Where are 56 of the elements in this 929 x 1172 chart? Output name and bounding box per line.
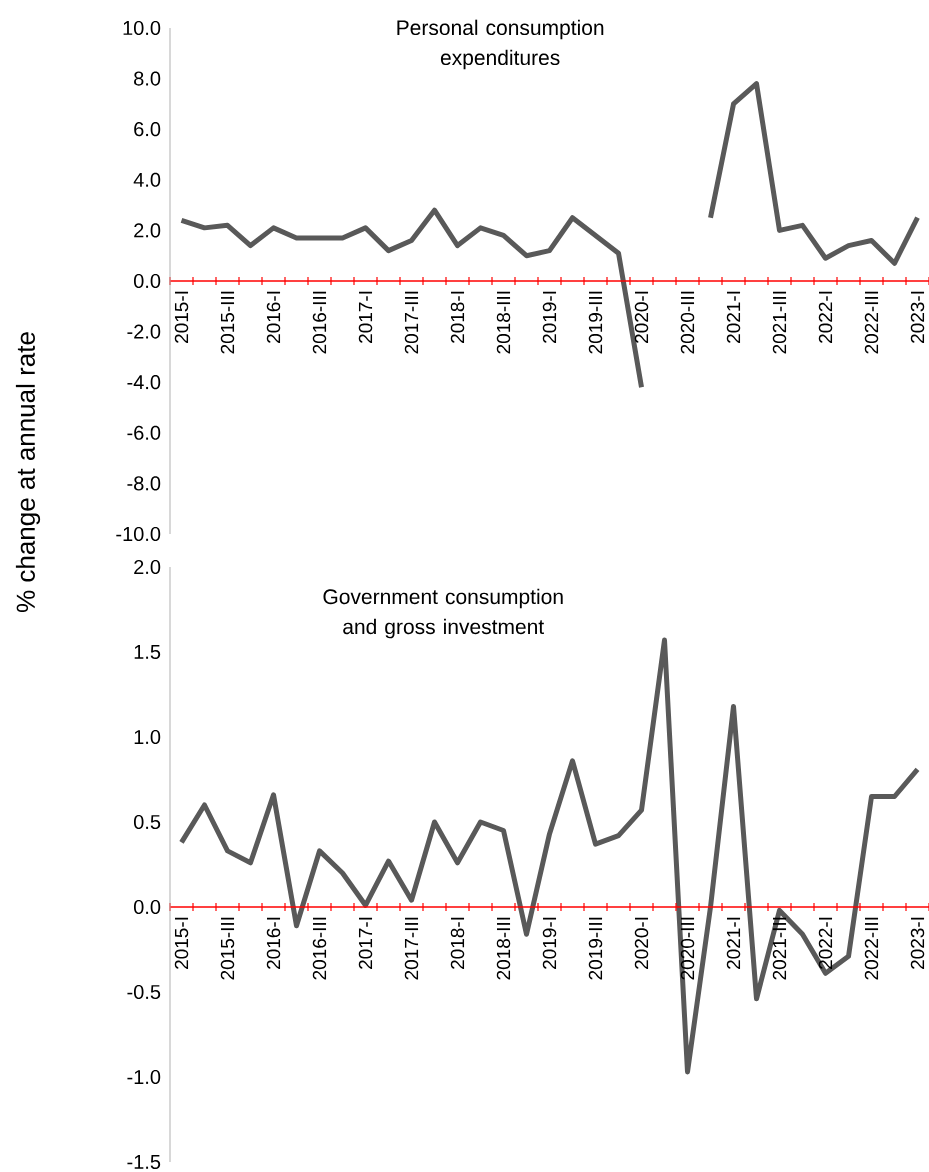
- y-tick-label: 1.0: [134, 729, 161, 745]
- y-tick-label: -2.0: [127, 324, 161, 339]
- x-tick-label: 2022-I: [818, 291, 833, 343]
- text: Government consumption and gross investment: [323, 588, 563, 639]
- x-tick-label: 2015-I: [174, 291, 189, 343]
- x-tick-label: 2021-III: [772, 291, 787, 354]
- x-tick-label: 2016-I: [266, 291, 281, 343]
- x-tick-label: 2019-I: [542, 917, 557, 969]
- x-tick-label: 2015-I: [174, 917, 189, 969]
- x-tick-label: 2018-I: [450, 291, 465, 343]
- y-tick-label: 8.0: [134, 71, 161, 86]
- x-tick-label: 2016-III: [312, 291, 327, 354]
- x-tick-label: 2021-I: [726, 291, 741, 343]
- x-tick-label: 2017-III: [404, 917, 419, 980]
- x-tick-label: 2022-I: [818, 917, 833, 969]
- y-axis-title: % change at annual rate: [15, 332, 41, 612]
- y-tick-label: -6.0: [127, 425, 161, 440]
- x-tick-label: 2020-I: [634, 291, 649, 343]
- chart-title: Personal consumption expenditures: [397, 19, 604, 70]
- x-tick-label: 2015-III: [220, 917, 235, 980]
- y-tick-label: 1.5: [134, 645, 161, 659]
- x-tick-label: 2018-III: [496, 917, 511, 980]
- x-tick-label: 2019-III: [588, 917, 603, 980]
- x-tick-label: 2021-I: [726, 917, 741, 969]
- y-tick-label: -10.0: [116, 526, 161, 542]
- x-tick-label: 2023-I: [910, 917, 925, 969]
- y-tick-label: 0.0: [133, 273, 161, 289]
- y-tick-label: 0.0: [133, 899, 161, 915]
- x-tick-label: 2020-III: [680, 291, 695, 354]
- x-tick-label: 2016-III: [312, 917, 327, 980]
- y-tick-label: 2.0: [134, 223, 161, 238]
- y-tick-label: -4.0: [127, 375, 161, 390]
- x-tick-label: 2018-I: [450, 917, 465, 969]
- y-tick-label: -1.0: [127, 1069, 161, 1085]
- x-tick-label: 2019-I: [542, 291, 557, 343]
- x-tick-label: 2023-I: [910, 291, 925, 343]
- x-tick-label: 2022-III: [864, 917, 879, 980]
- x-tick-label: 2015-III: [220, 291, 235, 354]
- x-tick-label: 2020-III: [680, 917, 695, 980]
- y-tick-label: -1.5: [127, 1155, 161, 1169]
- x-tick-label: 2017-I: [358, 291, 373, 343]
- y-tick-label: -0.5: [127, 984, 161, 1000]
- x-tick-label: 2020-I: [634, 917, 649, 969]
- y-tick-label: -8.0: [127, 476, 161, 491]
- x-tick-label: 2022-III: [864, 291, 879, 354]
- y-tick-label: 6.0: [134, 122, 161, 137]
- x-tick-label: 2017-III: [404, 291, 419, 354]
- x-tick-label: 2018-III: [496, 291, 511, 354]
- y-tick-label: 10.0: [123, 20, 161, 36]
- y-tick-label: 2.0: [134, 559, 161, 575]
- x-tick-label: 2021-III: [772, 917, 787, 980]
- x-tick-label: 2019-III: [588, 291, 603, 354]
- y-tick-label: 4.0: [133, 172, 161, 187]
- y-tick-label: 0.5: [133, 814, 161, 830]
- x-tick-label: 2017-I: [358, 917, 373, 969]
- x-tick-label: 2016-I: [266, 917, 281, 969]
